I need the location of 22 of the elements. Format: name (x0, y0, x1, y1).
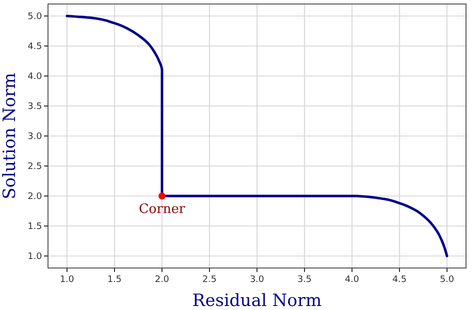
y-tick-label: 3.0 (28, 132, 42, 142)
y-tick-label: 4.5 (28, 42, 42, 52)
x-tick-label: 1.5 (107, 275, 122, 285)
x-tick-label: 3.0 (250, 275, 264, 285)
y-tick-label: 1.5 (28, 222, 42, 232)
x-tick-label: 4.0 (344, 275, 360, 285)
x-tick-label: 2.5 (202, 275, 217, 285)
y-tick-label: 2.0 (28, 192, 42, 202)
x-tick-label: 2.0 (154, 275, 170, 285)
y-tick-label: 2.5 (28, 162, 42, 172)
y-tick-label: 1.0 (28, 252, 42, 262)
x-axis-title: Residual Norm (192, 291, 322, 310)
x-tick-label: 4.5 (392, 275, 407, 285)
y-tick-label: 3.5 (28, 102, 42, 112)
annotation: Corner (138, 202, 186, 217)
y-tick-label: 5.0 (28, 12, 42, 22)
x-tick-label: 1.0 (60, 275, 74, 285)
x-tick-label: 3.5 (297, 275, 312, 285)
y-axis-title: Solution Norm (0, 72, 20, 200)
y-tick-label: 4.0 (28, 72, 42, 82)
line-series (66, 14, 448, 258)
x-tick-label: 5.0 (440, 275, 454, 285)
